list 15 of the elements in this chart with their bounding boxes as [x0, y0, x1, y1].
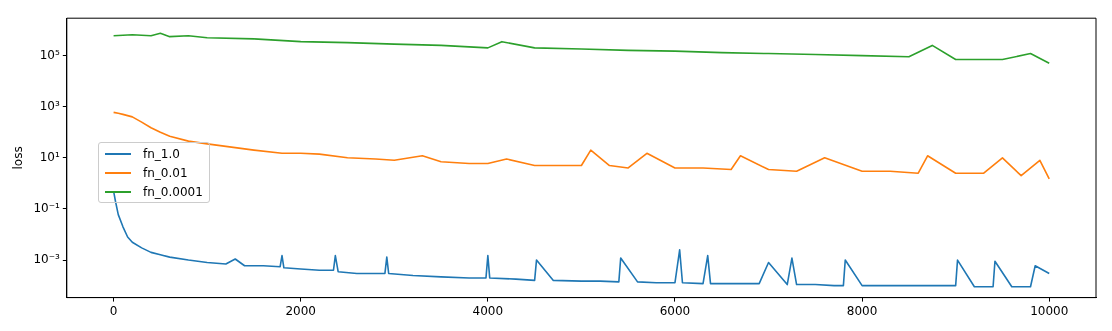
x-tick-label: 2000 — [285, 303, 316, 318]
y-tick-label: 10⁻¹ — [33, 201, 60, 216]
x-tick-label: 10000 — [1030, 303, 1069, 318]
y-tick-label: 10⁵ — [39, 47, 60, 62]
x-tick-label: 0 — [109, 303, 118, 318]
x-tick-label: 8000 — [846, 303, 878, 318]
y-tick-label: 10³ — [39, 98, 60, 113]
y-tick-label: 10¹ — [39, 149, 60, 164]
legend-label: fn_0.0001 — [143, 184, 203, 199]
legend-label: fn_1.0 — [143, 146, 180, 161]
y-tick-label: 10⁻³ — [33, 252, 60, 267]
legend-label: fn_0.01 — [143, 165, 188, 180]
x-tick-label: 4000 — [472, 303, 504, 318]
y-axis-title: loss — [11, 146, 26, 170]
x-tick-label: 6000 — [659, 303, 691, 318]
